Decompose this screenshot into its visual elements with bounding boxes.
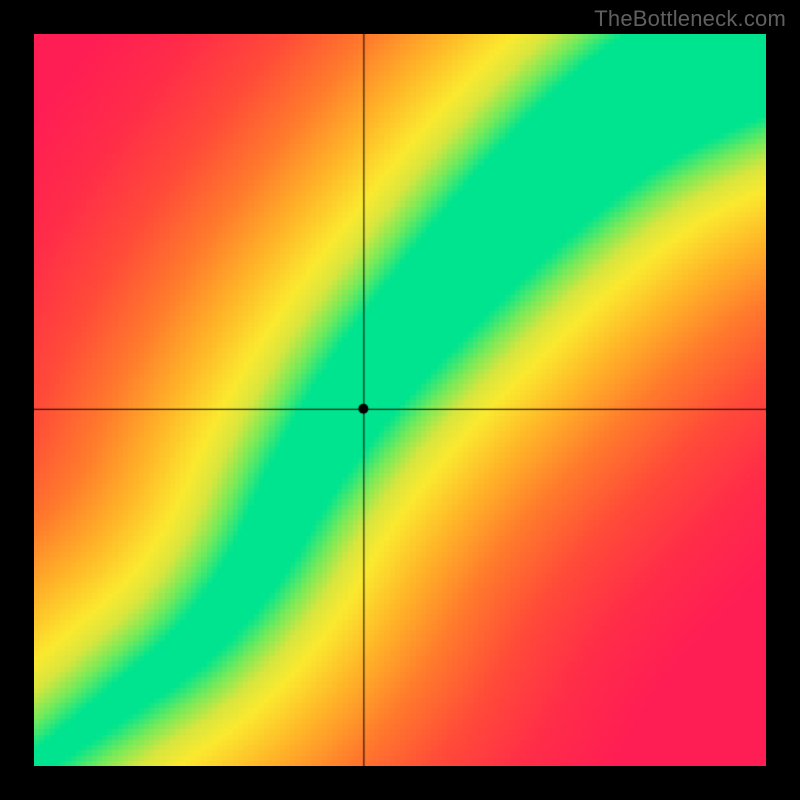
- heatmap-plot: [34, 34, 766, 766]
- chart-container: TheBottleneck.com: [0, 0, 800, 800]
- watermark-text: TheBottleneck.com: [594, 6, 786, 32]
